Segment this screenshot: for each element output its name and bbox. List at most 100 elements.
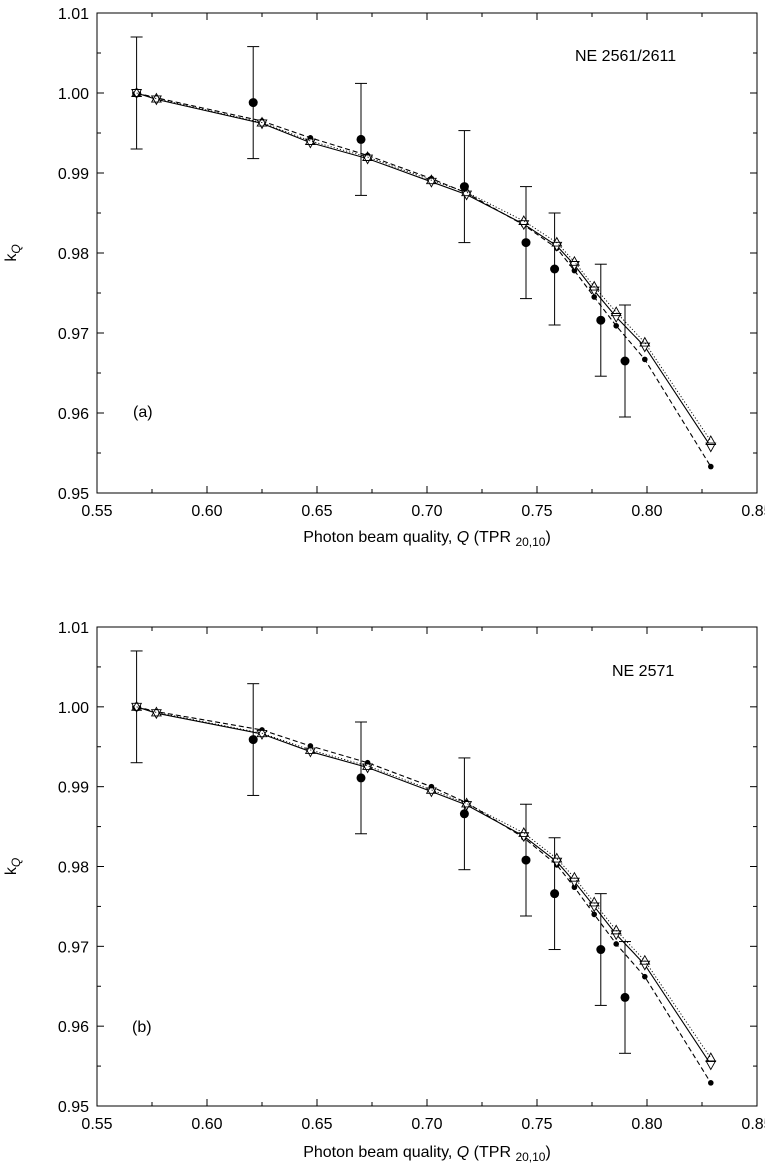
x-tick-label: 0.70 — [411, 1116, 442, 1133]
measured-point — [459, 809, 469, 819]
panel-label: (a) — [133, 404, 153, 421]
measured-point — [550, 264, 560, 274]
dotted-series-point — [588, 280, 600, 291]
x-tick-label: 0.60 — [191, 1116, 222, 1133]
solid-series-point — [362, 763, 374, 774]
dashed-series-point — [642, 356, 648, 363]
x-axis-label: Photon beam quality, Q (TPR 20,10) — [303, 529, 551, 549]
y-tick-label: 0.98 — [58, 246, 89, 263]
x-tick-label: 0.85 — [741, 1116, 765, 1133]
measured-point — [620, 992, 630, 1002]
dotted-series-point — [610, 306, 622, 317]
chamber-type-annotation: NE 2561/2611 — [575, 48, 676, 65]
measured-point — [620, 356, 630, 366]
dotted-series-point — [639, 954, 651, 965]
dashed-series-point — [613, 323, 619, 329]
dotted-series-point — [304, 744, 316, 754]
y-tick-label: 0.97 — [58, 939, 89, 956]
dotted-series-point — [705, 1052, 717, 1063]
solid-series-point — [304, 747, 316, 758]
solid-series-point — [461, 801, 473, 811]
dotted-series-point — [461, 797, 473, 808]
dotted-series-point — [425, 783, 437, 794]
x-tick-label: 0.85 — [741, 503, 765, 520]
dashed-series-point — [613, 941, 619, 947]
measured-point — [521, 855, 531, 865]
measured-point — [248, 98, 258, 108]
y-tick-label: 0.97 — [58, 326, 89, 343]
dotted-series-point — [588, 896, 600, 907]
dotted-series-point — [131, 700, 143, 711]
dotted-series-point — [362, 151, 374, 161]
solid-series-point — [705, 1060, 717, 1071]
measured-point — [550, 889, 560, 899]
x-tick-label: 0.65 — [301, 1116, 332, 1133]
measured-point — [459, 182, 469, 192]
measured-point — [596, 315, 606, 325]
x-tick-label: 0.80 — [631, 1116, 662, 1133]
y-tick-label: 1.00 — [58, 86, 89, 103]
dotted-series-point — [425, 174, 437, 185]
dotted-series-point — [256, 116, 268, 127]
chart-panel-a: 0.55 0.60 0.65 0.70 0.75 0.80 0.85 0.95 0.96 0.97… — [3, 6, 765, 549]
solid-series-point — [425, 177, 437, 188]
x-tick-label: 0.75 — [521, 1116, 552, 1133]
solid-series-point — [639, 342, 651, 353]
dashed-series-point — [591, 911, 597, 918]
dotted-series-point — [256, 727, 268, 738]
dotted-series-point — [639, 336, 651, 347]
y-tick-label: 0.95 — [58, 1099, 89, 1116]
y-tick-label: 0.99 — [58, 166, 89, 183]
x-tick-label: 0.60 — [191, 503, 222, 520]
y-tick-label: 1.00 — [58, 700, 89, 717]
y-tick-label: 0.96 — [58, 406, 89, 423]
dotted-series-point — [362, 759, 374, 770]
panel-label: (b) — [132, 1019, 152, 1036]
solid-series-line — [136, 92, 712, 447]
measured-point — [356, 773, 366, 783]
dotted-series-point — [518, 215, 530, 225]
y-tick-label: 0.99 — [58, 780, 89, 797]
dashed-series-point — [708, 1080, 714, 1086]
x-axis-label: Photon beam quality, Q (TPR 20,10) — [303, 1144, 551, 1164]
dotted-series-point — [150, 92, 162, 103]
x-tick-label: 0.55 — [81, 503, 112, 520]
solid-series-line — [136, 706, 712, 1065]
dotted-series-point — [551, 236, 563, 247]
dotted-series-point — [568, 871, 580, 882]
y-tick-label: 0.95 — [58, 486, 89, 503]
y-tick-label: 1.01 — [58, 6, 89, 23]
measured-point — [596, 945, 606, 955]
y-tick-label: 1.01 — [58, 620, 89, 637]
x-tick-label: 0.80 — [631, 503, 662, 520]
dotted-series-line — [136, 92, 712, 442]
plot-frame — [96, 12, 758, 494]
solid-series-point — [362, 154, 374, 165]
y-tick-label: 0.96 — [58, 1019, 89, 1036]
measured-point — [521, 238, 531, 248]
dotted-series-point — [568, 255, 580, 266]
measured-point — [356, 134, 366, 144]
dotted-series-point — [705, 435, 717, 445]
chamber-type-annotation: NE 2571 — [612, 663, 674, 680]
y-tick-label: 0.98 — [58, 860, 89, 877]
dashed-series-point — [642, 973, 648, 980]
solid-series-point — [425, 787, 437, 798]
dotted-series-point — [150, 706, 162, 717]
dotted-series-point — [518, 827, 530, 837]
y-axis-label: kQ — [3, 858, 23, 875]
dotted-series-line — [136, 706, 712, 1059]
x-tick-label: 0.65 — [301, 503, 332, 520]
plot-frame — [96, 626, 758, 1107]
dashed-series-point — [591, 294, 597, 300]
dashed-series-point — [708, 463, 714, 470]
chart-panel-b: 0.55 0.60 0.65 0.70 0.75 0.80 0.85 0.95 0.96 0.97… — [3, 620, 765, 1164]
dotted-series-point — [131, 87, 143, 97]
dotted-series-point — [461, 186, 473, 197]
solid-series-point — [705, 442, 717, 453]
x-tick-label: 0.75 — [521, 503, 552, 520]
dotted-series-point — [304, 135, 316, 145]
x-tick-label: 0.70 — [411, 503, 442, 520]
